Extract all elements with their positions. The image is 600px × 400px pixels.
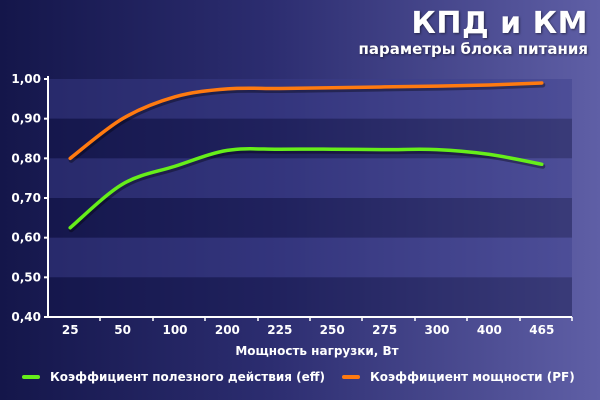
legend-swatch-eff bbox=[22, 375, 40, 379]
x-tick-label: 400 bbox=[477, 323, 502, 337]
legend-label-pf: Коэффициент мощности (PF) bbox=[370, 370, 575, 384]
y-tick-label: 0,90 bbox=[11, 112, 41, 126]
y-tick-label: 0,60 bbox=[11, 231, 41, 245]
legend-item-eff: Коэффициент полезного действия (eff) bbox=[22, 370, 325, 384]
y-tick-label: 1,00 bbox=[11, 72, 41, 86]
series-line-pf-shadow bbox=[68, 82, 546, 163]
legend-label-eff: Коэффициент полезного действия (eff) bbox=[50, 370, 325, 384]
series-line-pf bbox=[68, 81, 544, 161]
x-axis-label: Мощность нагрузки, Вт bbox=[235, 344, 398, 358]
chart-subtitle: параметры блока питания bbox=[358, 40, 588, 58]
grid-band bbox=[48, 118, 572, 159]
y-tick-label: 0,80 bbox=[11, 151, 41, 165]
grid-band bbox=[48, 158, 572, 198]
x-tick-label: 200 bbox=[215, 323, 240, 337]
x-tick-label: 250 bbox=[320, 323, 345, 337]
x-tick-label: 25 bbox=[62, 323, 79, 337]
x-tick-label: 300 bbox=[424, 323, 449, 337]
series-line-eff-shadow bbox=[68, 148, 546, 233]
grid-band bbox=[48, 198, 572, 238]
x-tick-label: 100 bbox=[162, 323, 187, 337]
x-tick-label: 50 bbox=[114, 323, 131, 337]
x-tick-label: 275 bbox=[372, 323, 397, 337]
grid-band bbox=[48, 277, 572, 317]
legend-item-pf: Коэффициент мощности (PF) bbox=[342, 370, 575, 384]
grid-band bbox=[48, 237, 572, 278]
legend-swatch-pf bbox=[342, 375, 360, 379]
x-tick-label: 465 bbox=[529, 323, 554, 337]
legend: Коэффициент полезного действия (eff) Коэ… bbox=[0, 370, 600, 390]
y-tick-label: 0,70 bbox=[11, 191, 41, 205]
y-tick-label: 0,50 bbox=[11, 270, 41, 284]
x-tick-label: 225 bbox=[267, 323, 292, 337]
y-tick-label: 0,40 bbox=[11, 310, 41, 324]
series-line-eff bbox=[68, 147, 544, 230]
chart-title: КПД и КМ bbox=[411, 6, 588, 41]
